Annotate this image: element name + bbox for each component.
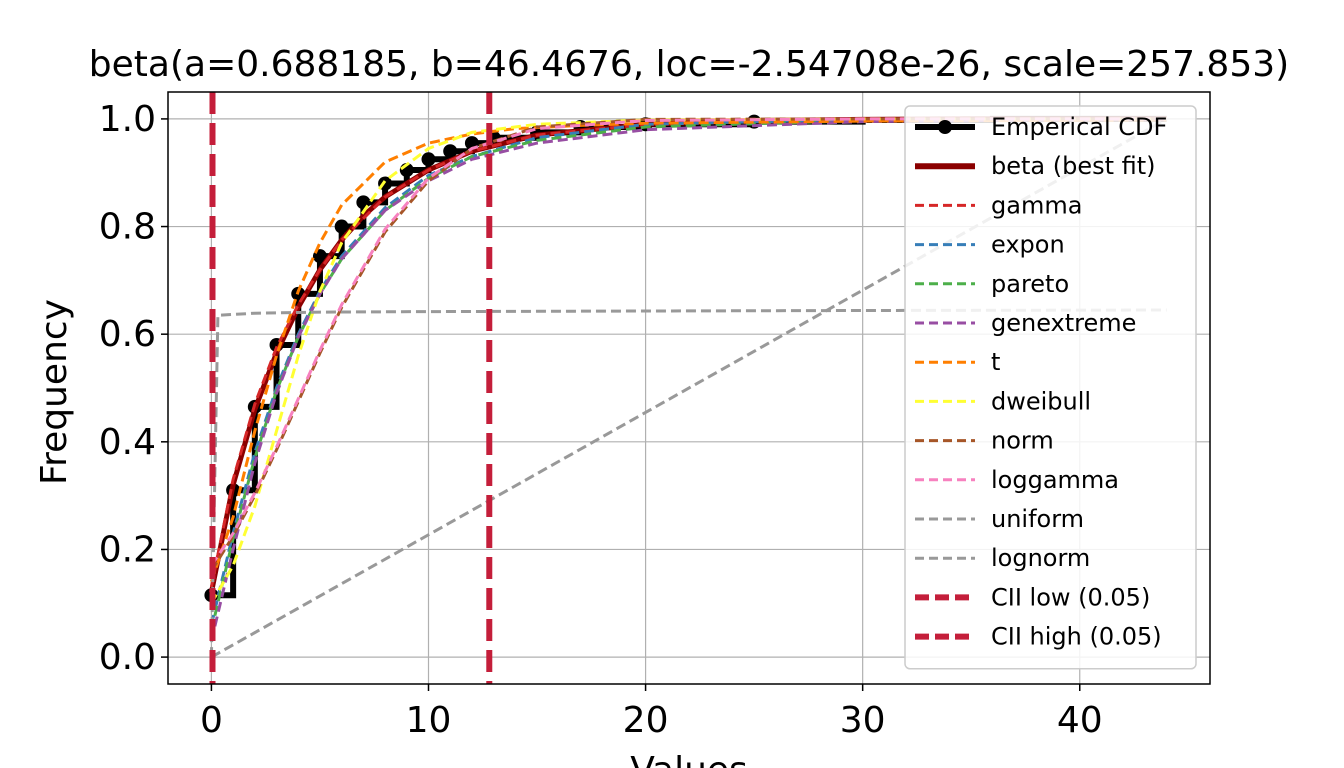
legend-entry: norm	[915, 427, 1054, 455]
legend-entry: CII low (0.05)	[915, 583, 1150, 611]
series-line-gamma	[209, 117, 1167, 588]
series-line-expon	[209, 117, 1167, 626]
legend: Emperical CDF beta (best fit) gamma expon pa…	[904, 105, 1197, 670]
axis-ticks: 0 10 20 30 40 0.0 0.2 0.4 0.6 0.8 1.0	[99, 99, 1103, 741]
legend-label: lognorm	[991, 544, 1090, 572]
legend-label: t	[991, 348, 1000, 376]
legend-entry: t	[915, 348, 1000, 376]
y-tick-label: 0.4	[99, 422, 156, 463]
empirical-cdf-point	[443, 144, 458, 159]
plot-frame	[167, 91, 1211, 685]
series-line-genextreme	[209, 117, 1167, 642]
legend-label: CII low (0.05)	[991, 583, 1150, 611]
x-tick-label: 10	[406, 700, 452, 741]
y-axis-label: Frequency	[34, 299, 75, 485]
legend-label: gamma	[991, 191, 1082, 219]
x-tick-label: 30	[840, 700, 886, 741]
series-line-lognorm	[209, 308, 1167, 658]
legend-label: expon	[991, 231, 1065, 259]
legend-marker	[938, 120, 952, 134]
legend-entry: dweibull	[915, 387, 1091, 415]
y-tick-label: 0.6	[99, 314, 156, 355]
legend-entry: lognorm	[915, 544, 1090, 572]
legend-label: loggamma	[991, 466, 1119, 494]
legend-label: dweibull	[991, 387, 1091, 415]
y-tick-label: 0.2	[99, 529, 156, 570]
legend-entry: genextreme	[915, 309, 1136, 337]
legend-entry: CII high (0.05)	[915, 623, 1162, 651]
empirical-cdf-point	[421, 152, 436, 167]
x-tick-label: 20	[623, 700, 669, 741]
legend-label: beta (best fit)	[991, 152, 1156, 180]
x-axis-label: Values	[630, 750, 748, 768]
x-tick-label: 40	[1057, 700, 1103, 741]
plot-area	[204, 92, 1168, 684]
legend-label: norm	[991, 427, 1054, 455]
legend-entry: uniform	[915, 505, 1084, 533]
x-tick-label: 0	[200, 700, 223, 741]
legend-entry: expon	[915, 231, 1065, 259]
y-tick-label: 1.0	[99, 99, 156, 140]
legend-box	[904, 105, 1197, 670]
y-tick-label: 0.0	[99, 637, 156, 678]
legend-label: CII high (0.05)	[991, 623, 1162, 651]
series-line-loggamma	[210, 117, 1167, 567]
legend-label: pareto	[991, 270, 1069, 298]
legend-label: uniform	[991, 505, 1084, 533]
legend-entry: beta (best fit)	[915, 152, 1156, 180]
legend-entry: loggamma	[915, 466, 1119, 494]
legend-entry: gamma	[915, 191, 1082, 219]
chart-title: beta(a=0.688185, b=46.4676, loc=-2.54708…	[89, 44, 1289, 85]
y-tick-label: 0.8	[99, 207, 156, 248]
legend-entry: pareto	[915, 270, 1069, 298]
series-line-dweibull	[210, 117, 1167, 605]
series-line-uniform	[210, 117, 1168, 659]
legend-label: genextreme	[991, 309, 1136, 337]
empirical-cdf-point	[334, 219, 349, 234]
legend-label: Emperical CDF	[991, 113, 1167, 141]
legend-entry: Emperical CDF	[915, 113, 1167, 141]
series-line-t	[209, 118, 1167, 583]
